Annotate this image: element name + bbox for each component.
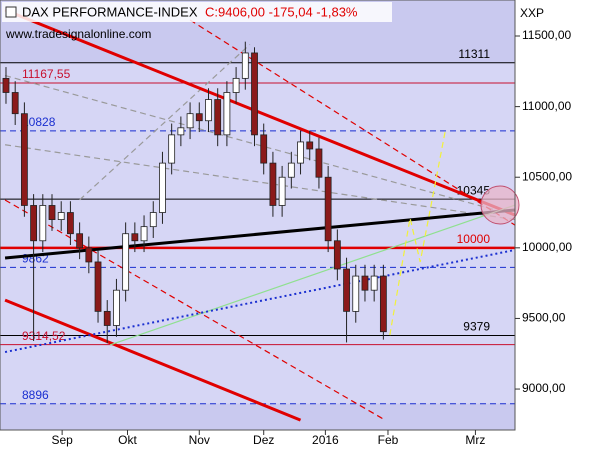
candle-body: [269, 162, 277, 206]
level-label: 10828: [22, 115, 56, 129]
level-label: 9379: [463, 320, 490, 334]
candle-body: [39, 205, 47, 242]
trend-line: [389, 131, 446, 336]
level-label: 10000: [457, 232, 491, 246]
candle-body: [168, 134, 176, 164]
trend-line: [79, 44, 251, 201]
x-tick-label: Dez: [253, 433, 274, 447]
candle-body: [2, 77, 10, 93]
candle-body: [205, 99, 212, 122]
candle-body: [85, 247, 93, 263]
candle-body: [48, 205, 56, 220]
header-icon: [5, 6, 17, 18]
candle-body: [76, 233, 84, 249]
candle-body: [241, 52, 249, 79]
candle-body: [20, 113, 28, 206]
level-label: 8896: [22, 388, 49, 402]
plot-area: 1131111167,55108281034510000986293799314…: [0, 8, 516, 422]
candle-body: [379, 275, 387, 333]
trend-line: [4, 248, 516, 354]
candle-body: [278, 176, 286, 206]
quote: C:9406,00 -175,04 -1,83%: [205, 4, 358, 19]
candle-body: [297, 141, 304, 164]
highlight-circle: [480, 185, 520, 225]
x-tick-label: Mrz: [465, 433, 485, 447]
y-tick-label: 10000,00: [522, 240, 572, 254]
level-label: 9314,52: [22, 329, 66, 343]
trend-line: [109, 204, 516, 346]
candle-body: [352, 275, 360, 312]
candle-body: [177, 127, 185, 136]
candle-body: [214, 99, 222, 136]
x-tick-label: Okt: [118, 433, 137, 447]
trend-line: [4, 199, 386, 421]
source: www.tradesignalonline.com: [5, 27, 151, 41]
y-tick-label: 9500,00: [522, 311, 566, 325]
candle-body: [223, 92, 231, 136]
candle-body: [361, 275, 369, 291]
candle-body: [122, 233, 130, 291]
x-tick-label: 2016: [312, 433, 339, 447]
x-tick-label: Nov: [189, 433, 210, 447]
candle-body: [103, 310, 111, 326]
chart-title: DAX PERFORMANCE-INDEX: [22, 4, 198, 19]
plot-frame: [0, 0, 516, 431]
x-tick-label: Sep: [51, 433, 73, 447]
candle-body: [131, 233, 139, 242]
trend-line: [4, 298, 302, 422]
candle-body: [195, 113, 203, 122]
candle-body: [287, 162, 295, 178]
trend-line: [4, 8, 516, 217]
symbol: XXP: [520, 6, 544, 20]
candle-body: [370, 275, 378, 291]
trend-line: [4, 74, 516, 216]
level-label: 11311: [458, 47, 490, 61]
candle-body: [186, 113, 194, 129]
y-tick-label: 11000,00: [522, 99, 571, 113]
candle-body: [306, 141, 314, 150]
candle-body: [159, 162, 166, 213]
candle-body: [324, 176, 332, 242]
candle-body: [315, 148, 323, 178]
y-tick-label: 9000,00: [522, 381, 566, 395]
candle-body: [232, 77, 240, 93]
candle-body: [67, 212, 74, 235]
y-tick-label: 11500,00: [522, 28, 571, 42]
candle-body: [140, 226, 148, 242]
candle-body: [149, 212, 157, 228]
candle-body: [343, 268, 350, 312]
y-tick-label: 10500,00: [522, 169, 572, 183]
candle-body: [251, 52, 258, 136]
trend-line: [4, 144, 516, 221]
candle-body: [94, 261, 102, 312]
candle-body: [113, 289, 120, 326]
level-label: 11167,55: [22, 67, 71, 81]
header-box: [2, 2, 392, 22]
candle-body: [11, 92, 19, 115]
candle-body: [57, 212, 65, 220]
candle-body: [260, 134, 268, 164]
candle-body: [333, 240, 341, 270]
x-tick-label: Feb: [378, 433, 399, 447]
candle-body: [30, 205, 37, 242]
